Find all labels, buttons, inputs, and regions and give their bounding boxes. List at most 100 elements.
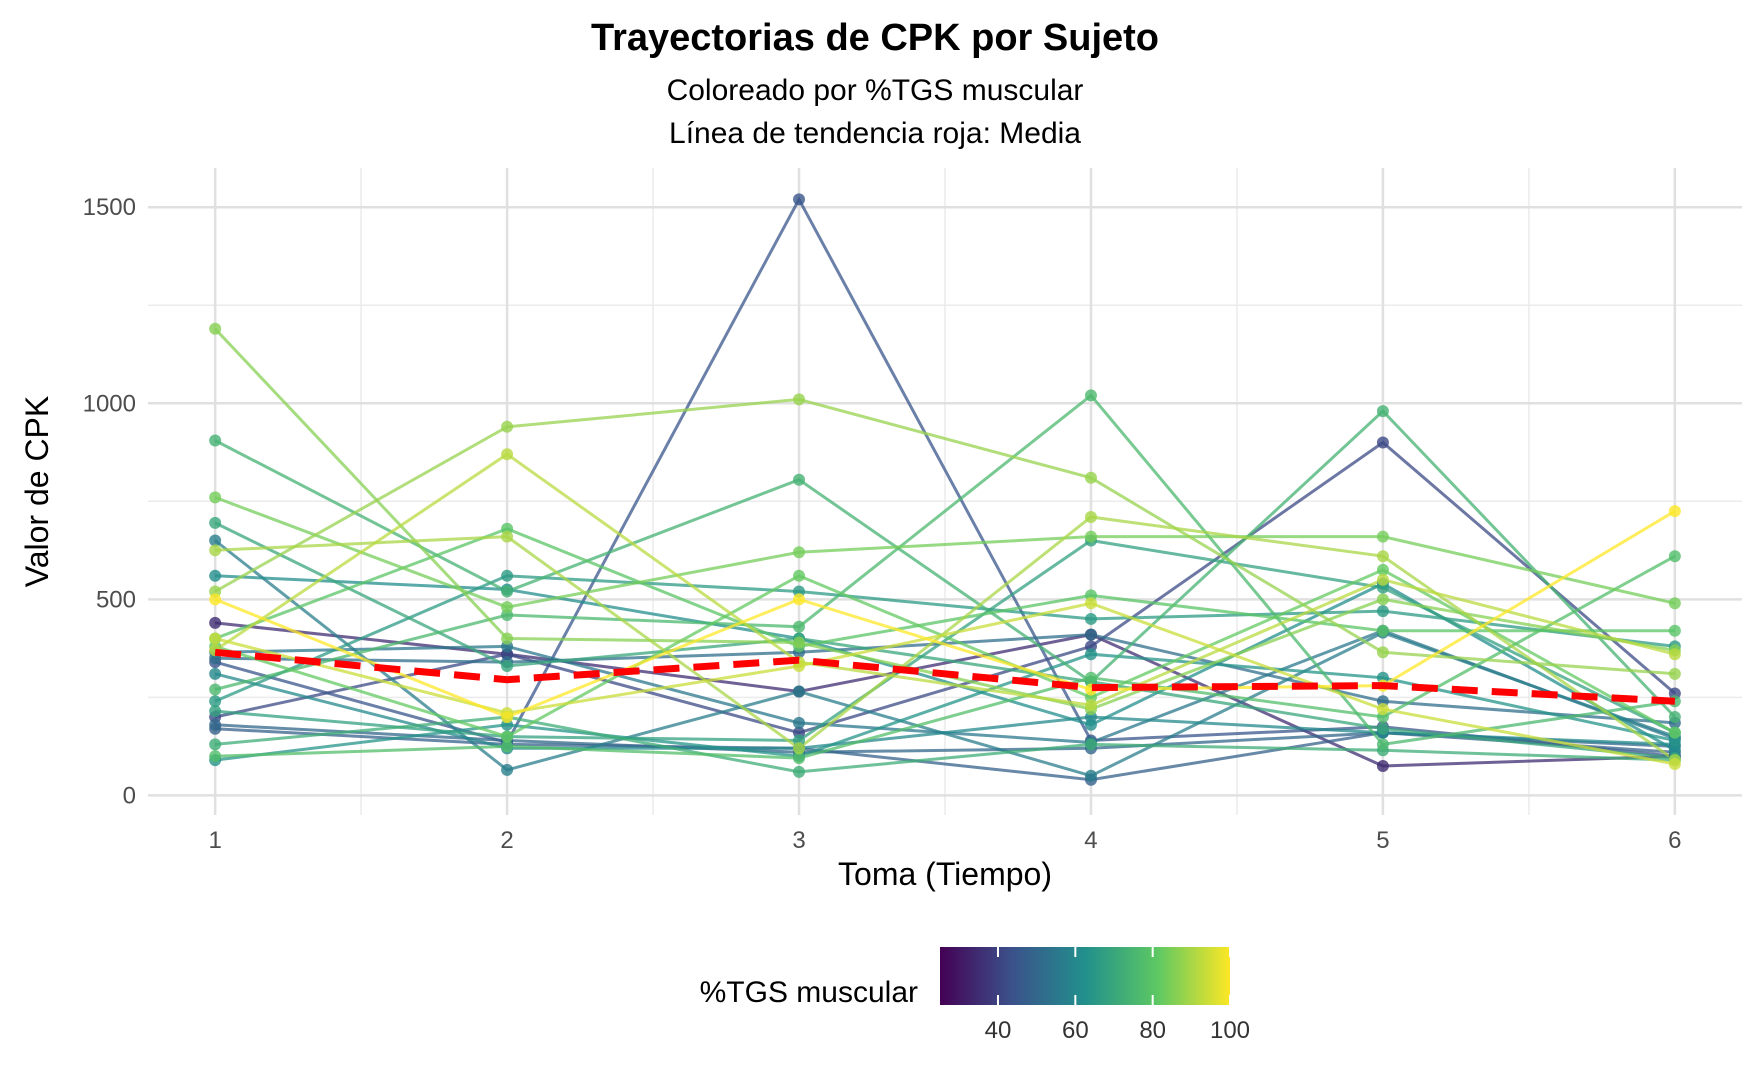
series-point bbox=[793, 593, 806, 606]
series-point bbox=[793, 742, 806, 755]
series-point bbox=[1376, 646, 1389, 659]
series-point bbox=[209, 516, 222, 529]
series-point bbox=[1084, 389, 1097, 402]
series-point bbox=[1376, 722, 1389, 735]
colorbar-gradient bbox=[940, 947, 1230, 1005]
series-point bbox=[501, 740, 514, 753]
series-point bbox=[1668, 597, 1681, 610]
series-point bbox=[501, 730, 514, 743]
series-point bbox=[501, 585, 514, 598]
series-line bbox=[214, 568, 1676, 739]
series-line bbox=[214, 521, 1676, 760]
series-point bbox=[209, 322, 222, 335]
series-point bbox=[793, 685, 806, 698]
x-tick-label: 6 bbox=[1668, 827, 1681, 854]
y-tick-label: 0 bbox=[123, 782, 136, 809]
colorbar-tick-label: 60 bbox=[1062, 1017, 1089, 1044]
series-point bbox=[209, 593, 222, 606]
series-point bbox=[501, 601, 514, 614]
series-point bbox=[1084, 738, 1097, 751]
series-point bbox=[209, 683, 222, 696]
y-tick-label: 500 bbox=[96, 586, 136, 613]
axis-ticks: 0 500 1000 1500 1 2 3 4 5 6 bbox=[83, 194, 1682, 854]
y-tick-label: 1500 bbox=[83, 194, 136, 221]
series-point bbox=[1084, 530, 1097, 543]
series-point bbox=[501, 710, 514, 723]
series-point bbox=[1084, 648, 1097, 661]
series-point bbox=[501, 659, 514, 672]
series-line bbox=[214, 196, 1676, 758]
series-point bbox=[209, 616, 222, 629]
series-point bbox=[1376, 550, 1389, 563]
series-line bbox=[214, 440, 1676, 735]
series-line bbox=[214, 538, 1676, 743]
x-axis-title: Toma (Tiempo) bbox=[838, 856, 1052, 892]
series-point bbox=[1376, 593, 1389, 606]
colorbar-ticks: 40 60 80 100 bbox=[985, 947, 1250, 1044]
series-line bbox=[214, 452, 1676, 707]
series-point bbox=[1084, 471, 1097, 484]
x-tick-label: 1 bbox=[208, 827, 221, 854]
series-point bbox=[501, 632, 514, 645]
series-line bbox=[214, 393, 1676, 747]
series-point bbox=[501, 763, 514, 776]
series-point bbox=[793, 546, 806, 559]
series-point bbox=[1376, 605, 1389, 618]
series-line bbox=[214, 621, 1675, 768]
series-point bbox=[501, 420, 514, 433]
series-point bbox=[1668, 726, 1681, 739]
mean-trend bbox=[214, 648, 1676, 705]
series-point bbox=[793, 752, 806, 765]
series-point bbox=[1084, 612, 1097, 625]
colorbar-tick-label: 80 bbox=[1139, 1017, 1166, 1044]
y-tick-label: 1000 bbox=[83, 390, 136, 417]
series-point bbox=[793, 716, 806, 729]
series-point bbox=[1376, 530, 1389, 543]
series-point bbox=[1668, 667, 1681, 680]
series-point bbox=[1668, 648, 1681, 661]
chart-subtitle-line-1: Coloreado por %TGS muscular bbox=[667, 74, 1084, 107]
x-tick-label: 5 bbox=[1376, 827, 1389, 854]
series-line bbox=[215, 515, 1676, 762]
series-point bbox=[793, 636, 806, 649]
series-point bbox=[1376, 573, 1389, 586]
series-point bbox=[1084, 699, 1097, 712]
series-point bbox=[793, 393, 806, 406]
series-point bbox=[209, 738, 222, 751]
series-point bbox=[209, 667, 222, 680]
series-line bbox=[214, 574, 1676, 703]
mean-trend-line bbox=[214, 648, 1676, 705]
series-point bbox=[1084, 628, 1097, 641]
series-point bbox=[793, 620, 806, 633]
series-point bbox=[1376, 759, 1389, 772]
series-point bbox=[1376, 436, 1389, 449]
colorbar-tick-label: 100 bbox=[1210, 1017, 1250, 1044]
series-line bbox=[214, 601, 1676, 766]
colorbar-legend: %TGS muscular 40 60 80 100 bbox=[700, 947, 1250, 1044]
series-point bbox=[793, 765, 806, 778]
x-tick-label: 3 bbox=[792, 827, 805, 854]
colorbar-tick-label: 40 bbox=[985, 1017, 1012, 1044]
series-point bbox=[1084, 769, 1097, 782]
series-point bbox=[209, 569, 222, 582]
chart-title: Trayectorias de CPK por Sujeto bbox=[591, 17, 1159, 59]
series-point bbox=[1668, 624, 1681, 637]
series-point bbox=[209, 705, 222, 718]
series-point bbox=[1376, 563, 1389, 576]
series-point bbox=[209, 695, 222, 708]
series-point bbox=[1376, 738, 1389, 751]
series-point bbox=[1084, 671, 1097, 684]
series-point bbox=[209, 534, 222, 547]
series-point bbox=[1084, 718, 1097, 731]
series-line bbox=[214, 527, 1675, 648]
series-point bbox=[1376, 624, 1389, 637]
series-point bbox=[1376, 405, 1389, 418]
series-point bbox=[209, 750, 222, 763]
chart-subtitle-line-2: Línea de tendencia roja: Media bbox=[669, 117, 1081, 150]
legend-title: %TGS muscular bbox=[700, 976, 918, 1009]
series-point bbox=[501, 530, 514, 543]
series-point bbox=[793, 473, 806, 486]
series-point bbox=[1668, 505, 1681, 518]
